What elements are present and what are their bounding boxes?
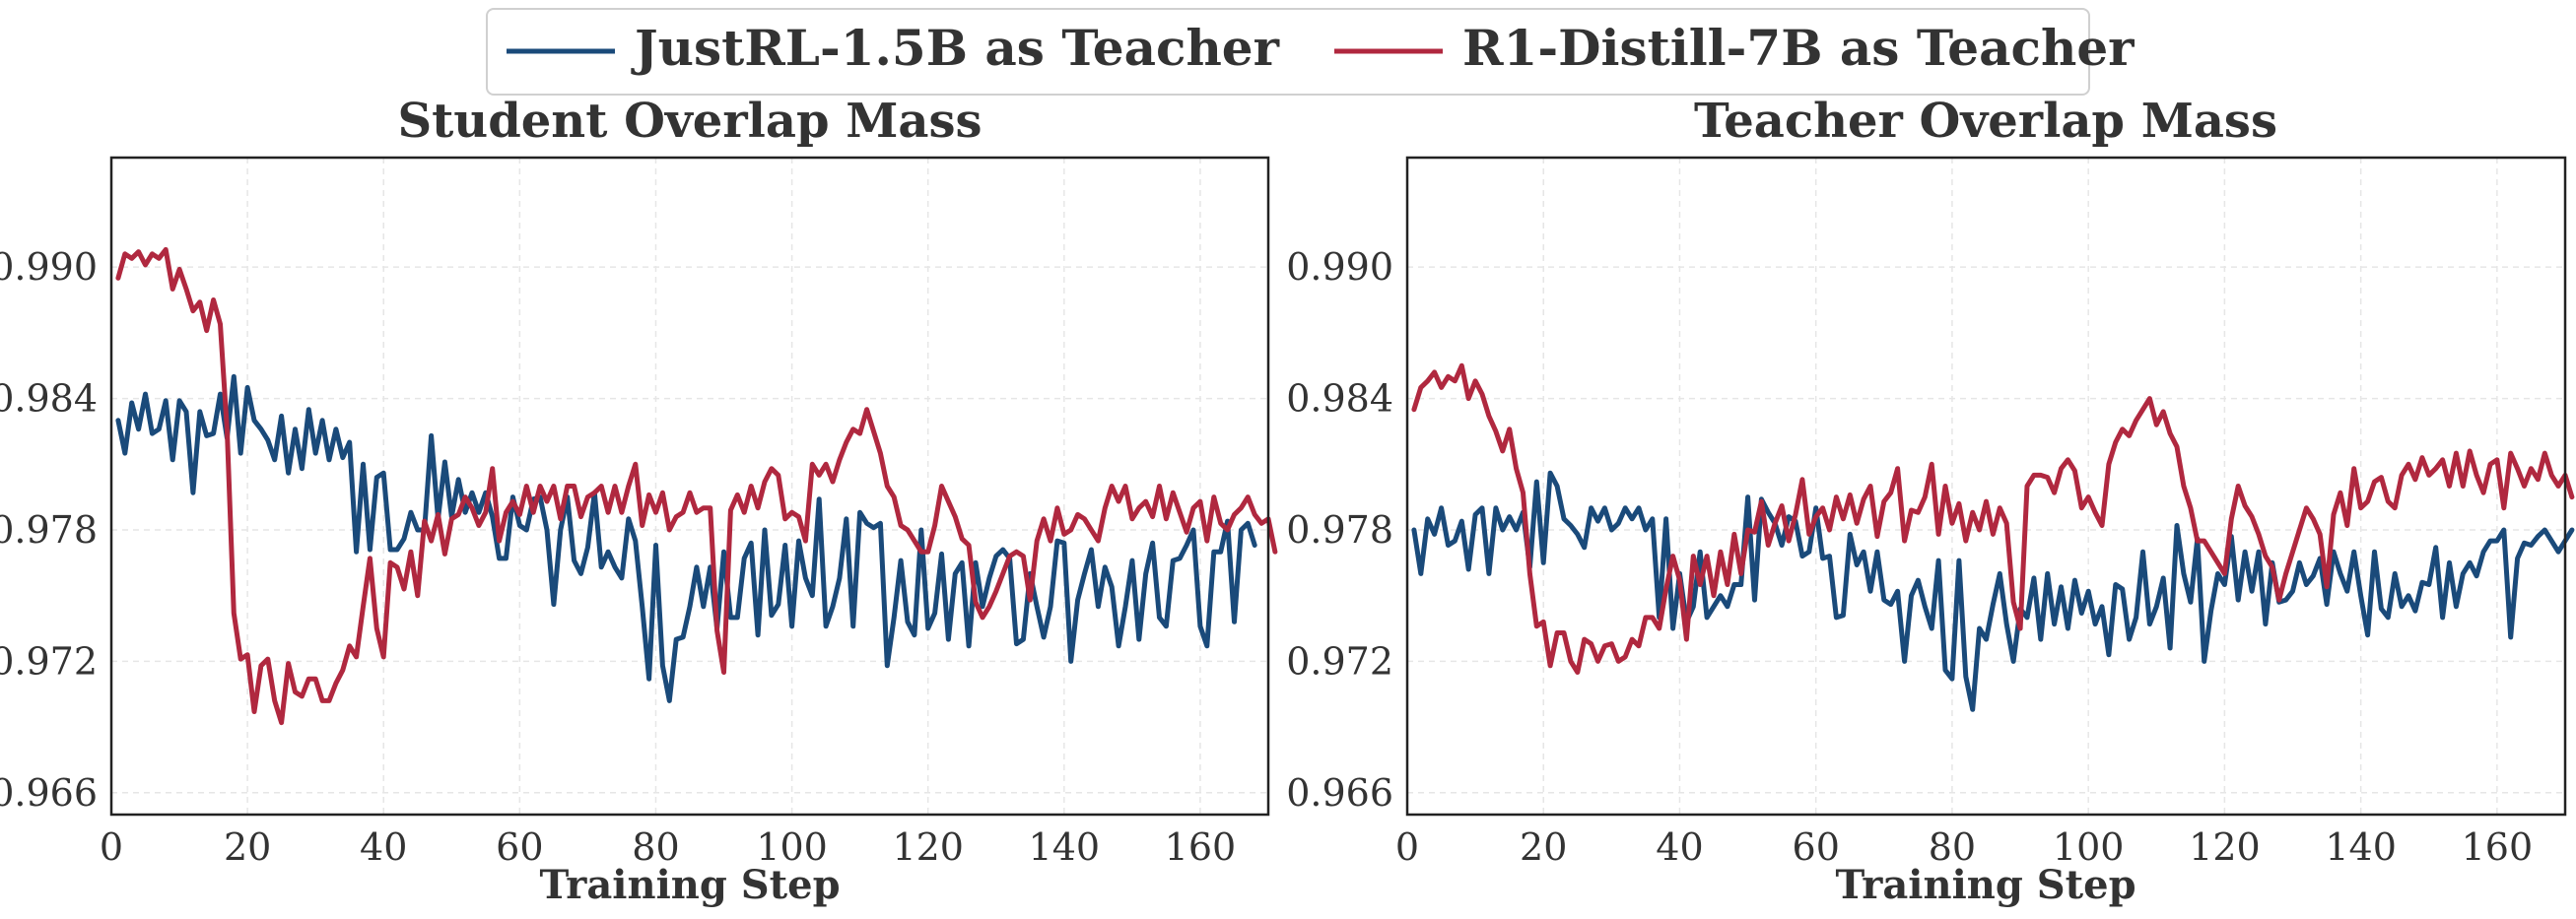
legend-label-justrl: JustRL-1.5B as Teacher bbox=[631, 19, 1280, 77]
legend: JustRL-1.5B as Teacher R1-Distill-7B as … bbox=[486, 8, 2135, 96]
x-tick-label: 100 bbox=[2053, 825, 2125, 869]
y-tick-label: 0.978 bbox=[0, 508, 98, 552]
chart-title-student: Student Overlap Mass bbox=[397, 94, 982, 149]
x-tick-label: 0 bbox=[100, 825, 123, 869]
x-tick-label: 40 bbox=[1656, 825, 1703, 869]
series-line-r1 bbox=[115, 246, 1278, 726]
x-tick-label: 0 bbox=[1395, 825, 1419, 869]
panel-teacher-overlap-mass: Teacher Overlap Mass 0.966 0.972 0.978 0.98… bbox=[1286, 94, 2575, 908]
plot-frame-teacher bbox=[1405, 156, 2567, 817]
x-tick-label: 160 bbox=[2462, 825, 2534, 869]
chart-title-teacher: Teacher Overlap Mass bbox=[1694, 94, 2277, 149]
series-line-r1 bbox=[1411, 362, 2575, 675]
y-tick-label: 0.966 bbox=[1286, 771, 1393, 815]
x-tick-label: 60 bbox=[496, 825, 543, 869]
x-tick-label: 100 bbox=[756, 825, 828, 869]
x-tick-label: 120 bbox=[2189, 825, 2261, 869]
legend-frame bbox=[486, 8, 2090, 96]
x-tick-label: 140 bbox=[2325, 825, 2397, 869]
y-tick-label: 0.966 bbox=[0, 771, 98, 815]
x-tick-label: 20 bbox=[224, 825, 271, 869]
x-tick-label: 140 bbox=[1029, 825, 1101, 869]
series-line-justrl bbox=[115, 373, 1257, 703]
x-tick-label: 80 bbox=[1929, 825, 1976, 869]
panel-student-overlap-mass: Student Overlap Mass 0.966 0.972 0.978 0.98… bbox=[0, 94, 1278, 908]
series-line-justrl bbox=[1411, 470, 2575, 712]
y-tick-label: 0.972 bbox=[1286, 639, 1393, 683]
x-tick-label: 20 bbox=[1520, 825, 1567, 869]
x-axis-label-student: Training Step bbox=[539, 862, 840, 908]
y-tick-label: 0.984 bbox=[0, 377, 98, 421]
y-tick-label: 0.978 bbox=[1286, 508, 1393, 552]
x-tick-label: 40 bbox=[360, 825, 407, 869]
y-tick-label: 0.984 bbox=[1286, 377, 1393, 421]
x-tick-label: 160 bbox=[1165, 825, 1237, 869]
x-tick-label: 120 bbox=[892, 825, 964, 869]
x-tick-label: 80 bbox=[632, 825, 679, 869]
y-tick-label: 0.990 bbox=[1286, 245, 1393, 289]
plot-frame-student bbox=[109, 156, 1270, 817]
y-tick-label: 0.972 bbox=[0, 639, 98, 683]
x-axis-label-teacher: Training Step bbox=[1835, 862, 2135, 908]
y-tick-label: 0.990 bbox=[0, 245, 98, 289]
x-tick-label: 60 bbox=[1793, 825, 1840, 869]
legend-label-r1: R1-Distill-7B as Teacher bbox=[1462, 19, 2135, 77]
